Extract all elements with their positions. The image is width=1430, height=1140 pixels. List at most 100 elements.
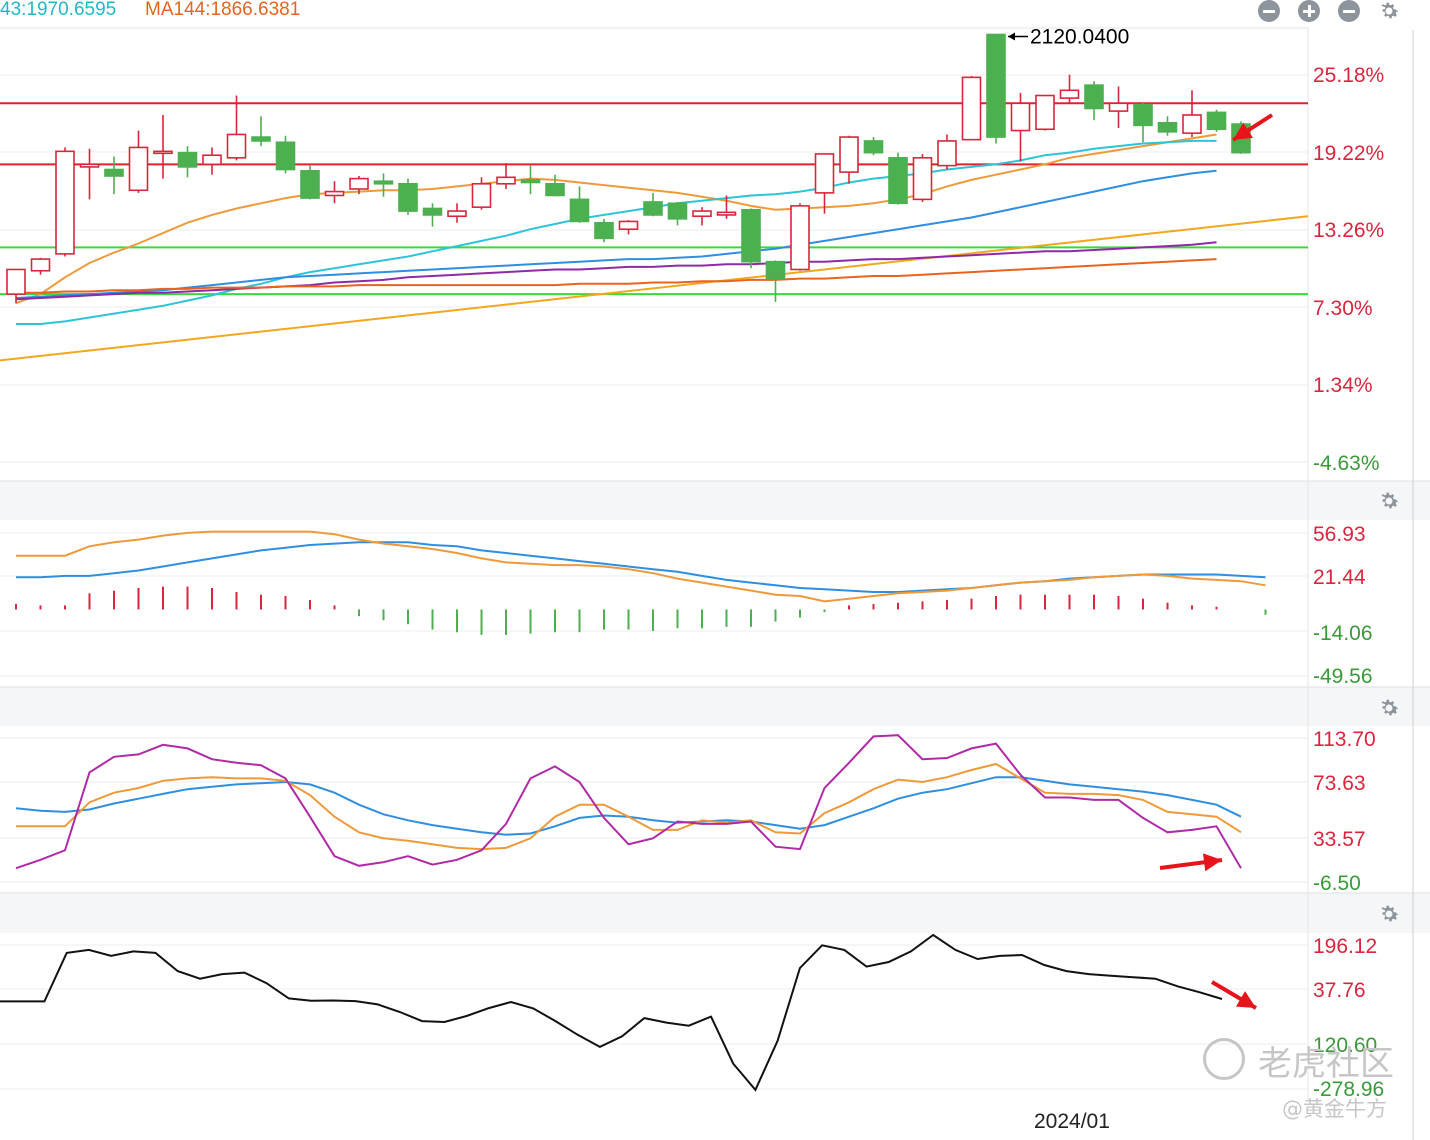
candle [471,177,492,210]
candle-body [398,182,418,212]
oscillator-line [0,933,1223,1092]
candle-body [202,154,222,166]
trend-line [0,215,1309,362]
macd-line-fast [16,530,1266,603]
panel-divider-bar-2 [0,893,1430,933]
candle [937,134,957,170]
price-axis-label: 13.26% [1313,219,1384,242]
candle-body [275,141,296,171]
candle [1157,116,1178,136]
gear-icon[interactable] [1377,0,1401,23]
candle [716,195,737,219]
candle [1133,102,1153,143]
candle-body [349,177,369,190]
candle-body [1133,103,1153,127]
candle-body [422,207,443,216]
candle [1084,81,1104,121]
candle-body [1010,102,1031,132]
candle-body [520,179,541,184]
candle-body [863,140,884,154]
candle [422,203,443,227]
candle-body [1084,84,1104,110]
candle [177,146,198,178]
candle-body [1059,89,1080,99]
price-axis-label: 19.22% [1313,142,1384,165]
price-axis-label: 7.30% [1313,297,1373,320]
candle [667,201,688,226]
candle-body [1157,121,1178,133]
kdj-axis-label: -6.50 [1313,872,1361,895]
candle [398,178,418,215]
candle-body [1182,114,1202,134]
candle-body [30,258,51,272]
candle-body [594,221,614,240]
candle-body [643,201,663,216]
ma-line-cyan [16,139,1217,325]
zoom-in-icon[interactable] [1298,0,1320,22]
trend-line-layer [0,215,1309,362]
kdj-axis-label: 33.57 [1313,828,1366,851]
candle [153,114,173,179]
arrow-oscillator-head [1235,991,1256,1008]
candlesticks: 2120.0400 [6,25,1251,304]
candle [986,33,1006,144]
macd-axis-label: 21.44 [1313,566,1366,589]
candle [496,163,516,189]
candle [300,165,320,200]
candle-body [6,268,26,295]
candle-body [447,210,467,218]
annotation-arrows [1159,113,1274,1010]
candle-body [569,198,590,223]
candle [324,181,345,204]
candle-body [814,153,835,194]
watermark-author: @黄金牛方 [1282,1097,1387,1121]
moving-average-lines [15,133,1217,325]
oscillator-axis-label: 37.76 [1313,979,1366,1002]
max-price-label: 2120.0400 [1030,25,1129,48]
minus-icon[interactable] [1338,0,1360,22]
panel-divider-bar-0 [0,481,1430,520]
candle-body [55,150,75,255]
candle [1108,86,1129,128]
macd-axis-label: -14.06 [1313,622,1373,645]
ma-label-cyan: 43:1970.6595 [0,0,117,20]
candle-body [986,33,1006,138]
candle-body [839,136,859,173]
candle [569,186,590,223]
kdj-axis-label: 73.63 [1313,772,1366,795]
watermark-brand: 老虎社区 [1258,1044,1394,1084]
candle [30,257,51,275]
kdj-axis-label: 113.70 [1313,728,1376,751]
candle [741,208,761,269]
candle [349,176,369,195]
candle-body [104,168,124,177]
oscillator-settings-gear-icon[interactable] [1377,902,1401,926]
zoom-out-icon[interactable] [1258,0,1280,22]
candle [765,260,786,302]
price-axis-label: 25.18% [1313,64,1384,87]
candle [1059,74,1080,104]
oscillator-panel [0,933,1223,1092]
candle-body [741,208,761,263]
candle-body [961,76,982,141]
price-axis-label: -4.63% [1313,452,1380,475]
candle [251,116,271,147]
ma-line-fast [15,133,1217,305]
kdj-settings-gear-icon[interactable] [1377,696,1401,720]
macd-settings-gear-icon[interactable] [1377,489,1401,513]
candle [202,147,222,175]
candle [839,135,859,184]
candle [643,192,663,217]
candle-body [888,157,908,205]
kdj-line-J [15,734,1242,870]
candle [863,137,884,156]
candle [545,174,565,197]
candle [912,153,933,202]
ma-line-purple [15,241,1217,301]
candle [1035,94,1055,131]
candle-body [153,150,173,155]
candle [594,218,614,243]
kdj-line-K [16,762,1242,851]
